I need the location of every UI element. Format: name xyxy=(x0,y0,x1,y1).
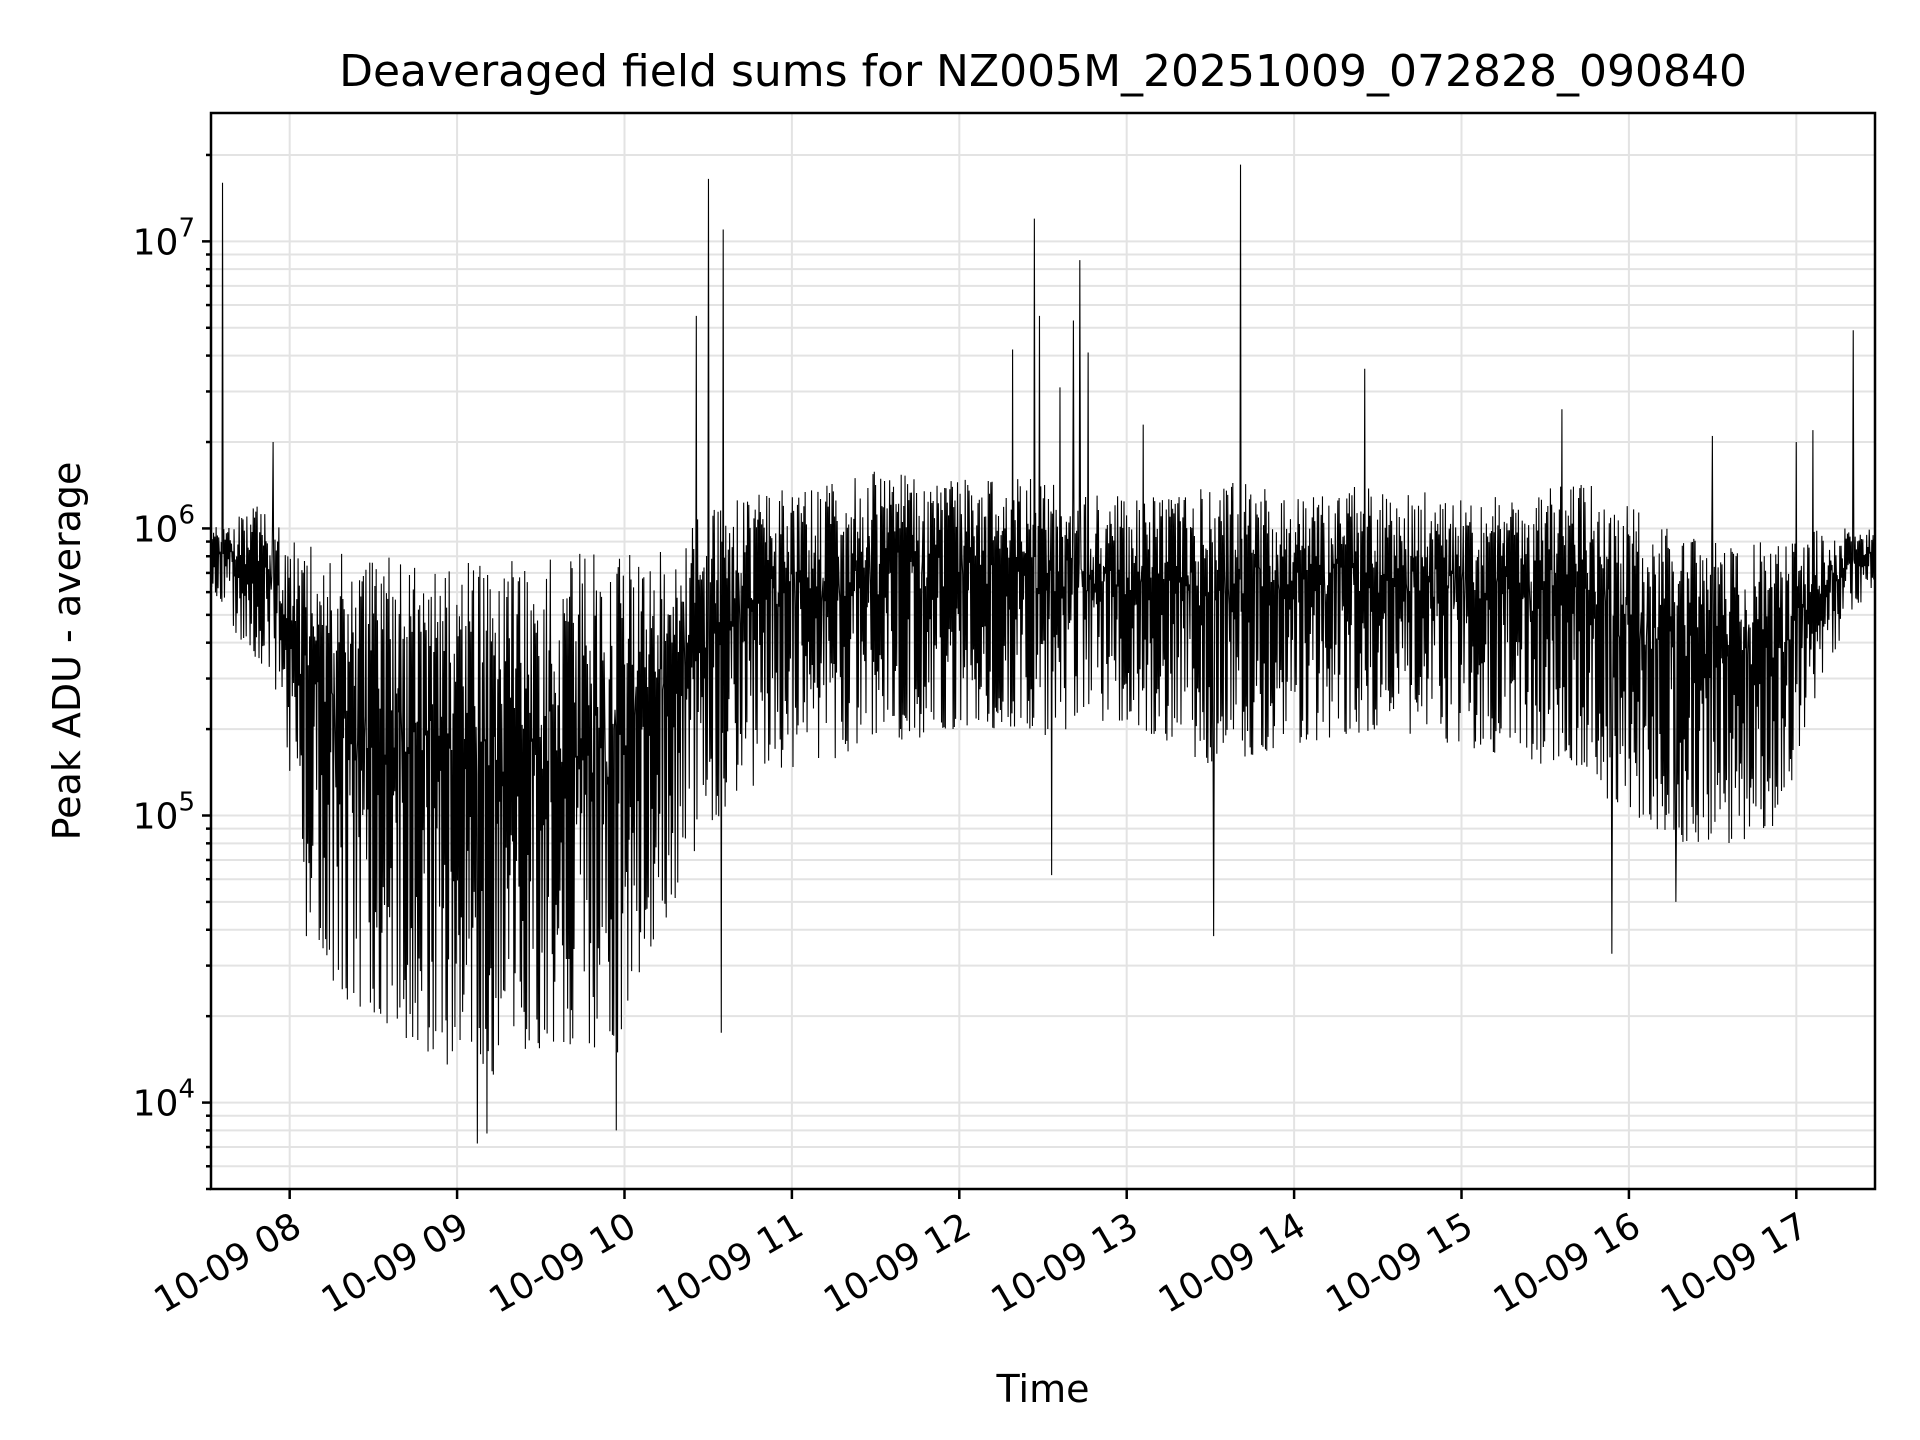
series-line xyxy=(210,164,1876,1144)
y-tick-label: 104 xyxy=(133,1075,195,1125)
series-path xyxy=(210,164,1876,1144)
x-axis-label: Time xyxy=(996,1367,1090,1411)
y-tick-label: 105 xyxy=(133,788,195,838)
y-axis-label: Peak ADU - average xyxy=(45,462,89,841)
plot-frame xyxy=(209,111,1877,1191)
chart-title: Deaveraged field sums for NZ005M_2025100… xyxy=(339,46,1747,97)
y-tick-label: 107 xyxy=(133,213,195,263)
y-tick-label: 106 xyxy=(133,500,195,550)
